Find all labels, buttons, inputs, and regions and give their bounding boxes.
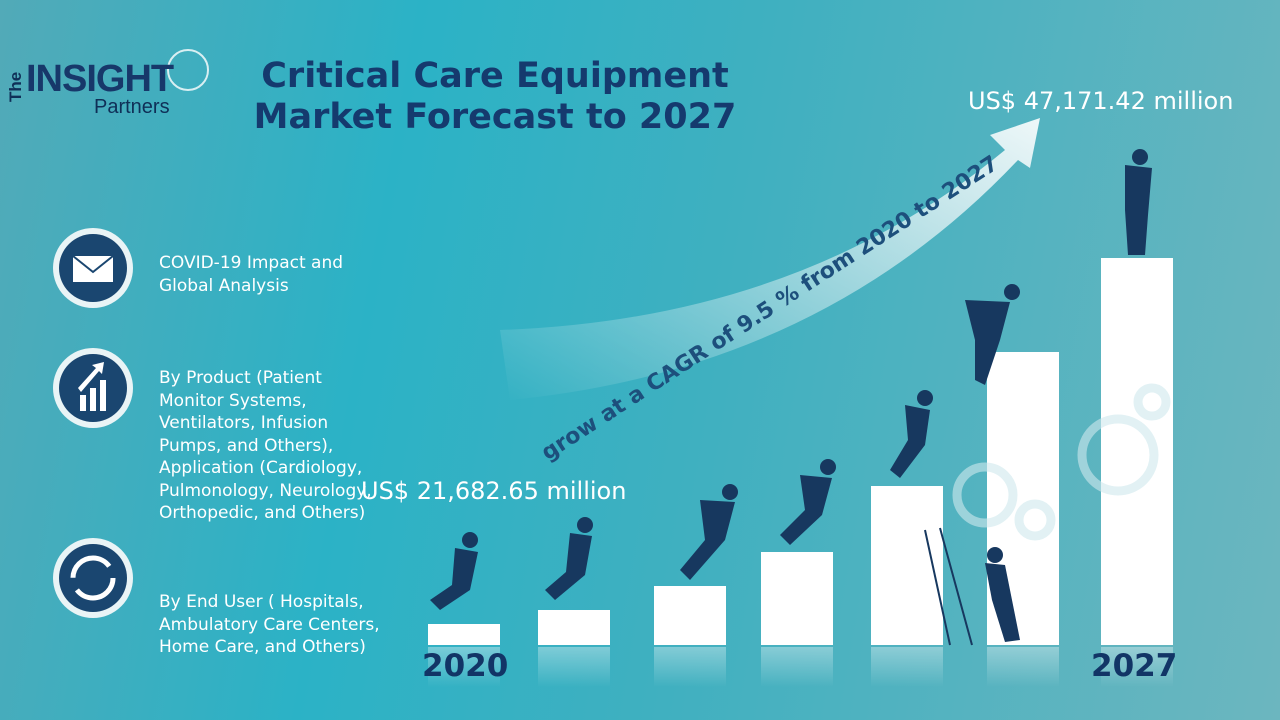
segment-label: By End User ( Hospitals, Ambulatory Care… xyxy=(159,592,380,657)
end-year: 2027 xyxy=(1091,648,1178,684)
segment-label: By Product (Patient Monitor Systems, Ven… xyxy=(159,368,372,523)
logo-insight: INSIGHT xyxy=(26,58,174,100)
icons xyxy=(53,228,133,618)
title-line: Market Forecast to 2027 xyxy=(253,97,737,137)
start-year: 2020 xyxy=(422,648,509,684)
logo-partners: Partners xyxy=(94,96,170,118)
segment-label: COVID-19 Impact and Global Analysis xyxy=(159,253,344,296)
end-value: US$ 47,171.42 million xyxy=(968,87,1234,115)
title: Critical Care Equipment Market Forecast … xyxy=(230,56,760,138)
start-value: US$ 21,682.65 million xyxy=(361,477,627,505)
title-line: Critical Care Equipment xyxy=(261,56,729,96)
logo-the: The xyxy=(6,71,25,102)
